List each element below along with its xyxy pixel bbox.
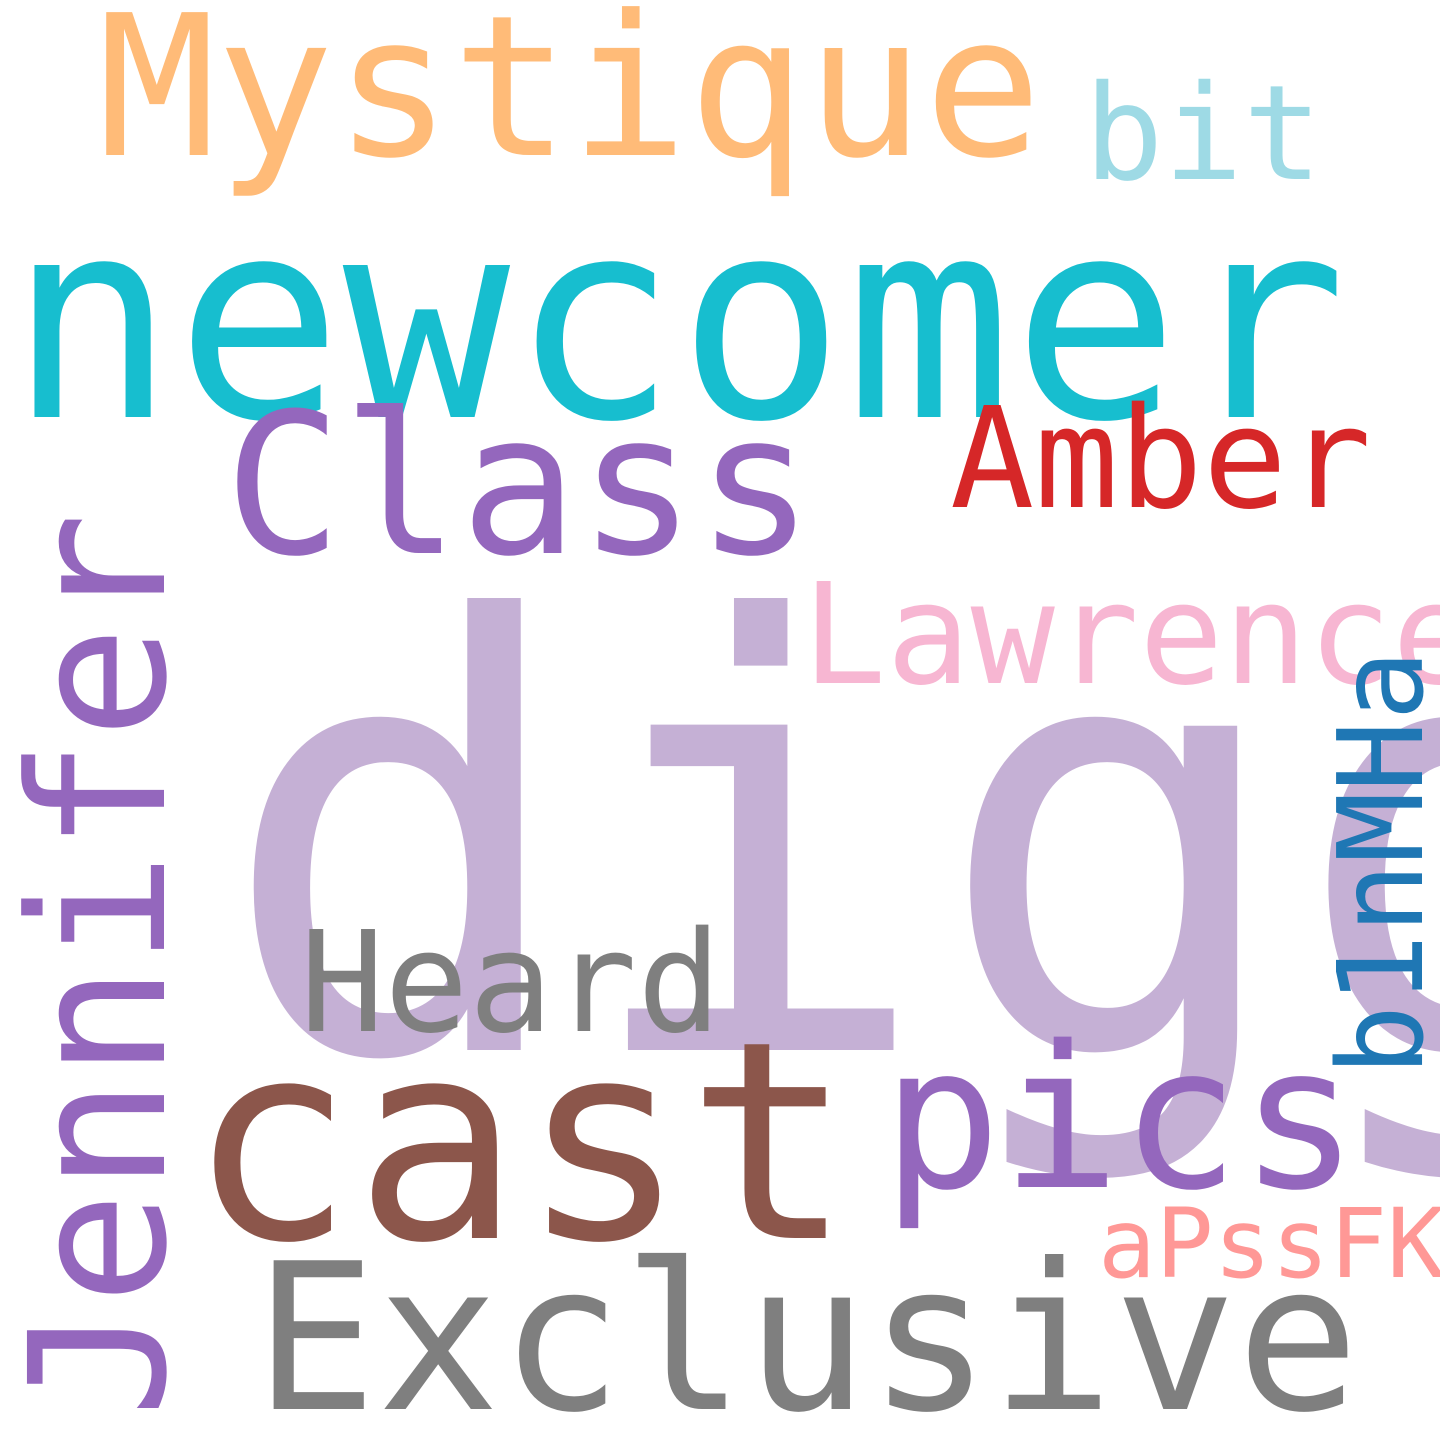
word-class: Class — [224, 372, 815, 600]
word-amber: Amber — [950, 378, 1372, 541]
word-apssfk: aPssFK — [1098, 1188, 1440, 1300]
word-pics: pics — [882, 1003, 1359, 1234]
word-heard: Heard — [300, 902, 722, 1065]
word-cast: cast — [188, 983, 853, 1304]
word-digg: digg — [218, 499, 1440, 1191]
word-exclusive: Exclusive — [254, 1221, 1360, 1440]
word-newcomer: newcomer — [8, 159, 1347, 483]
word-jennifer: Jennifer — [0, 512, 209, 1418]
word-b1nmha: b1nMHa — [1312, 649, 1440, 1076]
word-bit: bit — [1084, 57, 1323, 211]
word-mystique: Mystique — [98, 0, 1043, 202]
word-lawrence: Lawrence — [802, 554, 1440, 717]
